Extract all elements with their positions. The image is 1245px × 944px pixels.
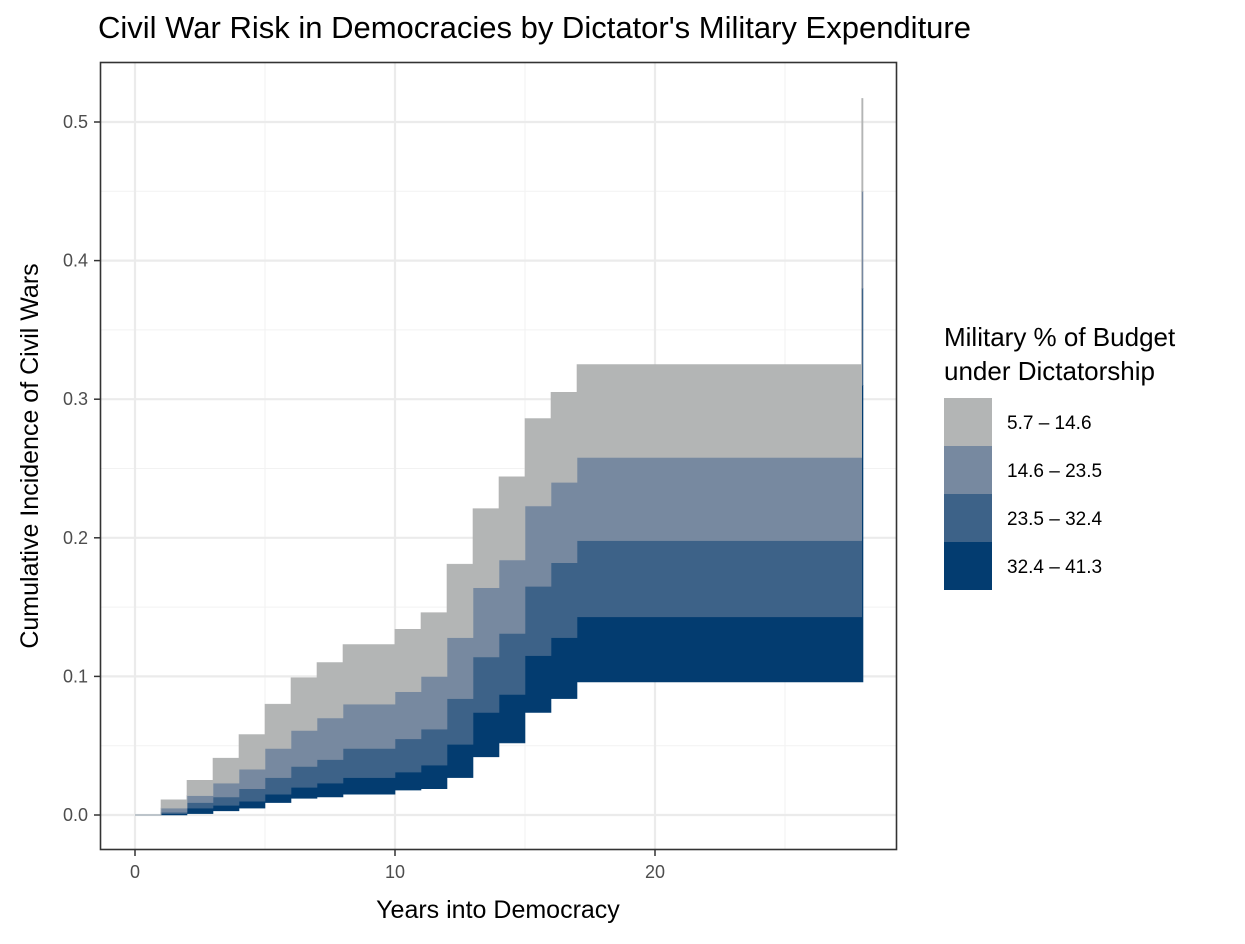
x-axis: 0 10 20: [130, 850, 665, 882]
y-tick-label: 0.5: [63, 112, 88, 132]
x-tick-label: 0: [130, 862, 140, 882]
legend-key: [944, 446, 992, 494]
bands: [135, 98, 864, 816]
y-axis-label: Cumulative Incidence of Civil Wars: [16, 263, 44, 648]
y-tick-label: 0.2: [63, 528, 88, 548]
legend-label: 32.4 – 41.3: [1007, 557, 1102, 578]
legend-label: 5.7 – 14.6: [1007, 413, 1092, 434]
y-tick-label: 0.0: [63, 805, 88, 825]
x-tick-label: 10: [385, 862, 405, 882]
y-tick-label: 0.1: [63, 666, 88, 686]
legend-key: [944, 398, 992, 446]
x-axis-label: Years into Democracy: [376, 896, 620, 924]
legend-key: [944, 494, 992, 542]
y-axis: 0.0 0.1 0.2 0.3 0.4 0.5: [63, 112, 100, 825]
chart-title: Civil War Risk in Democracies by Dictato…: [98, 10, 971, 45]
y-tick-label: 0.3: [63, 389, 88, 409]
legend-label: 23.5 – 32.4: [1007, 509, 1103, 530]
legend-key: [944, 542, 992, 590]
legend: Military % of Budget under Dictatorship …: [944, 322, 1176, 590]
legend-title-line-2: under Dictatorship: [944, 356, 1155, 386]
panel-border: [99, 61, 898, 851]
legend-title-line-1: Military % of Budget: [944, 322, 1176, 352]
legend-label: 14.6 – 23.5: [1007, 461, 1102, 482]
y-tick-label: 0.4: [63, 251, 88, 271]
x-tick-label: 20: [645, 862, 665, 882]
band-5.7-14.6: [135, 98, 864, 816]
